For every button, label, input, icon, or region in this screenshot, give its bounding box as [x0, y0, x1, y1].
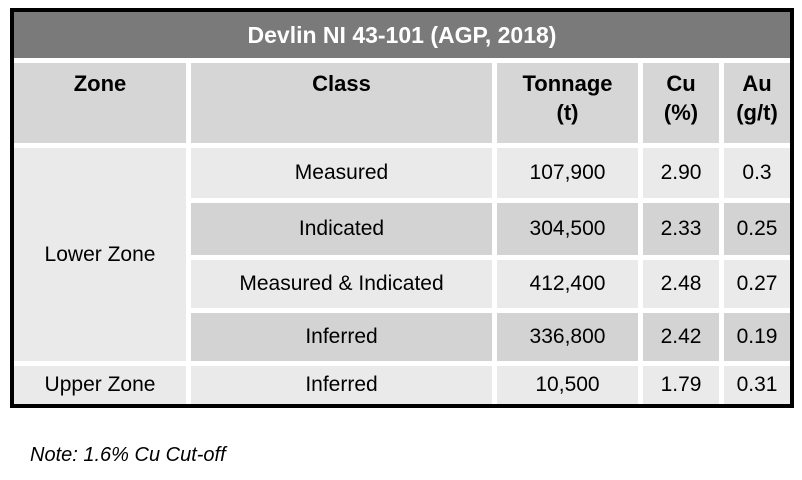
au-cell: 0.31	[724, 366, 790, 404]
class-cell: Inferred	[191, 366, 492, 404]
tonnage-cell: 304,500	[497, 203, 638, 255]
column-header-tonnage-unit: (t)	[556, 99, 579, 125]
au-cell: 0.27	[724, 260, 790, 308]
cu-cell: 2.48	[643, 260, 719, 308]
tonnage-cell: 336,800	[497, 313, 638, 361]
zone-cell-upper-zone: Upper Zone	[14, 366, 186, 404]
au-cell: 0.25	[724, 203, 790, 255]
column-header-tonnage-label: Tonnage	[522, 71, 613, 96]
cutoff-note: Note: 1.6% Cu Cut-off	[30, 444, 226, 466]
column-header-class: Class	[191, 63, 492, 143]
au-cell: 0.19	[724, 313, 790, 361]
column-header-cu-unit: (%)	[663, 99, 699, 125]
tonnage-cell: 10,500	[497, 366, 638, 404]
column-header-zone: Zone	[14, 63, 186, 143]
resource-table: Devlin NI 43-101 (AGP, 2018) Zone Class …	[10, 8, 794, 408]
cu-cell: 1.79	[643, 366, 719, 404]
table-title: Devlin NI 43-101 (AGP, 2018)	[14, 12, 790, 58]
column-header-au-unit: (g/t)	[736, 99, 778, 125]
column-header-zone-label: Zone	[73, 71, 127, 96]
cu-cell: 2.42	[643, 313, 719, 361]
column-header-class-label: Class	[312, 71, 371, 96]
class-cell: Indicated	[191, 203, 492, 255]
class-cell: Inferred	[191, 313, 492, 361]
cu-cell: 2.90	[643, 148, 719, 198]
column-header-cu: Cu (%)	[643, 63, 719, 143]
tonnage-cell: 412,400	[497, 260, 638, 308]
class-cell: Measured	[191, 148, 492, 198]
zone-cell-lower-zone: Lower Zone	[14, 148, 186, 361]
column-header-tonnage: Tonnage (t)	[497, 63, 638, 143]
cu-cell: 2.33	[643, 203, 719, 255]
column-header-au: Au (g/t)	[724, 63, 790, 143]
au-cell: 0.3	[724, 148, 790, 198]
column-header-cu-label: Cu	[666, 71, 696, 96]
class-cell: Measured & Indicated	[191, 260, 492, 308]
column-header-au-label: Au	[742, 71, 772, 96]
tonnage-cell: 107,900	[497, 148, 638, 198]
